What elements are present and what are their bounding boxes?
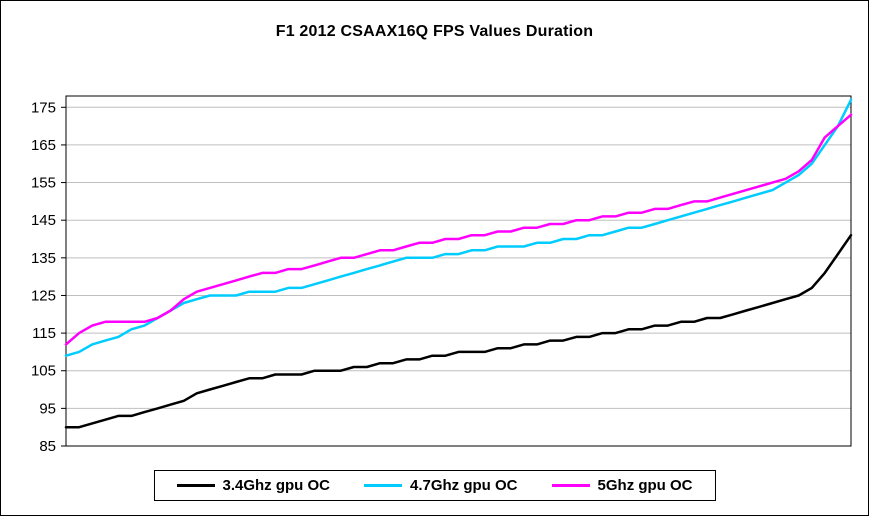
y-tick-label: 85 [39,438,56,455]
y-tick-label: 135 [31,250,56,267]
legend-item: 4.7Ghz gpu OC [364,477,518,494]
series-line-0 [64,233,853,429]
y-tick-label: 125 [31,287,56,304]
y-tick-label: 145 [31,212,56,229]
y-tick-label: 175 [31,99,56,116]
legend-label: 4.7Ghz gpu OC [410,477,518,494]
y-tick-label: 105 [31,363,56,380]
legend-label: 5Ghz gpu OC [597,477,693,494]
legend-line-swatch [364,484,402,487]
series-line-1 [64,98,853,357]
y-tick-label: 95 [39,400,56,417]
legend-line-swatch [176,484,215,487]
legend: 3.4Ghz gpu OC 4.7Ghz gpu OC 5Ghz gpu OC [153,470,716,501]
series-line-2 [64,113,853,346]
chart-title: F1 2012 CSAAX16Q FPS Values Duration [275,23,594,40]
legend-label: 3.4Ghz gpu OC [222,477,330,494]
legend-item: 5Ghz gpu OC [551,477,693,494]
y-tick-label: 155 [31,175,56,192]
plot-border [65,95,852,447]
legend-line-swatch [551,484,590,487]
y-tick-label: 165 [31,137,56,154]
y-tick-label: 115 [32,325,56,342]
legend-item: 3.4Ghz gpu OC [176,477,330,494]
